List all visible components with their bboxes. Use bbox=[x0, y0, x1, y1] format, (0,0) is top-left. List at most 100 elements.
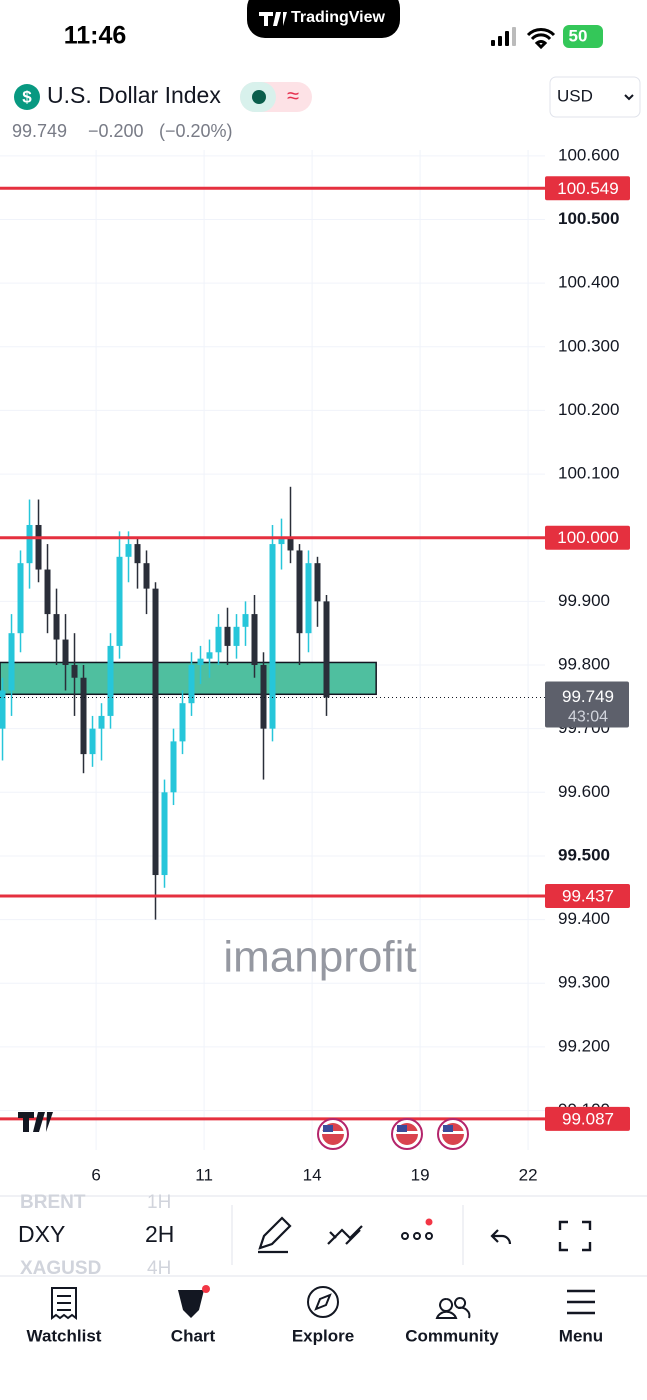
watchlist-icon[interactable] bbox=[51, 1287, 77, 1320]
level-label-bg bbox=[545, 884, 630, 909]
candle-body bbox=[44, 569, 51, 615]
currency-select[interactable] bbox=[549, 76, 641, 118]
nav-label[interactable]: Watchlist bbox=[27, 1326, 102, 1345]
header-price: 99.749 bbox=[12, 121, 67, 141]
delay-icon: ≈ bbox=[287, 83, 299, 108]
fullscreen-button[interactable] bbox=[558, 1220, 592, 1252]
candle-body bbox=[260, 665, 267, 729]
explore-icon[interactable] bbox=[307, 1286, 339, 1318]
level-label-bg bbox=[545, 1106, 630, 1131]
header-change: −0.200 bbox=[88, 121, 144, 141]
candle-body bbox=[53, 614, 60, 640]
candle-body bbox=[188, 665, 195, 704]
event-flag[interactable] bbox=[317, 1118, 349, 1150]
y-tick-label: 99.500 bbox=[558, 845, 610, 864]
candle-body bbox=[269, 544, 276, 729]
level-label-bg bbox=[545, 525, 630, 550]
x-tick-label: 14 bbox=[303, 1165, 322, 1184]
y-tick-label: 99.300 bbox=[558, 973, 610, 992]
candle-body bbox=[170, 741, 177, 793]
header-change-pct: (−0.20%) bbox=[159, 121, 233, 141]
candle-body bbox=[62, 639, 69, 666]
symbol-name: U.S. Dollar Index bbox=[47, 82, 221, 108]
status-time: 11:46 bbox=[64, 22, 127, 50]
flag-stripe bbox=[442, 1131, 464, 1134]
candle-body bbox=[278, 537, 285, 545]
y-tick-label: 100.500 bbox=[558, 209, 619, 228]
more-button[interactable] bbox=[401, 1232, 433, 1240]
community-icon[interactable] bbox=[435, 1297, 471, 1319]
prev-symbol: BRENT bbox=[20, 1192, 86, 1213]
indicator-button[interactable] bbox=[327, 1225, 363, 1245]
candle-body bbox=[80, 677, 87, 755]
candle-body bbox=[206, 652, 213, 659]
event-flag[interactable] bbox=[391, 1118, 423, 1150]
nav-label[interactable]: Community bbox=[405, 1326, 499, 1345]
candle-body bbox=[233, 626, 240, 646]
dynamic-island bbox=[247, 0, 400, 38]
y-tick-label: 100.100 bbox=[558, 464, 619, 483]
prev-interval: 1H bbox=[147, 1192, 171, 1213]
event-flag[interactable] bbox=[437, 1118, 469, 1150]
candle-body bbox=[197, 658, 204, 666]
draw-button[interactable] bbox=[258, 1216, 292, 1254]
candle-body bbox=[179, 703, 186, 742]
badge bbox=[425, 1218, 433, 1226]
watermark: imanprofit bbox=[223, 933, 416, 982]
y-tick-label: 99.400 bbox=[558, 909, 610, 928]
y-tick-label: 99.900 bbox=[558, 591, 610, 610]
level-label: 100.000 bbox=[557, 528, 618, 547]
x-tick-label: 6 bbox=[91, 1165, 100, 1184]
dollar-sign: $ bbox=[22, 87, 32, 106]
chart-icon[interactable] bbox=[178, 1290, 204, 1318]
nav-label[interactable]: Menu bbox=[559, 1326, 603, 1345]
candle-body bbox=[305, 563, 312, 634]
menu-icon[interactable] bbox=[567, 1289, 595, 1315]
currency: USD bbox=[557, 86, 593, 105]
candle-body bbox=[242, 614, 249, 627]
candle-body bbox=[35, 524, 42, 570]
last-price-bg bbox=[545, 681, 629, 728]
countdown: 43:04 bbox=[568, 709, 608, 726]
candle-body bbox=[17, 563, 24, 634]
interval[interactable]: 2H bbox=[145, 1221, 174, 1247]
candle-body bbox=[0, 690, 6, 729]
battery bbox=[563, 25, 603, 48]
y-tick-label: 100.200 bbox=[558, 400, 619, 419]
candle-body bbox=[89, 728, 96, 755]
candle-body bbox=[71, 665, 78, 678]
y-tick-label: 99.600 bbox=[558, 782, 610, 801]
candle-body bbox=[26, 524, 33, 564]
candle-body bbox=[224, 626, 231, 646]
candle-body bbox=[98, 715, 105, 729]
flag-canton bbox=[323, 1125, 333, 1132]
tv-logo bbox=[18, 1112, 53, 1132]
flag-canton bbox=[397, 1125, 407, 1132]
nav-label[interactable]: Chart bbox=[171, 1326, 216, 1345]
badge bbox=[202, 1285, 210, 1293]
candle-body bbox=[152, 588, 159, 876]
x-tick-label: 19 bbox=[411, 1165, 430, 1184]
market-dot bbox=[252, 90, 266, 104]
signal bbox=[491, 27, 516, 46]
candle-body bbox=[296, 550, 303, 634]
candle-body bbox=[215, 626, 222, 653]
nav-label[interactable]: Explore bbox=[292, 1326, 354, 1345]
app-name: TradingView bbox=[291, 9, 386, 26]
candle-body bbox=[107, 645, 114, 716]
symbol[interactable]: DXY bbox=[18, 1221, 65, 1247]
compass bbox=[314, 1293, 332, 1311]
candle-body bbox=[8, 633, 15, 691]
candle-body bbox=[161, 792, 168, 876]
next-interval: 4H bbox=[147, 1258, 171, 1279]
y-tick-label: 99.800 bbox=[558, 654, 610, 673]
flag-canton bbox=[443, 1125, 453, 1132]
flag-stripe bbox=[322, 1131, 344, 1134]
y-tick-label: 100.300 bbox=[558, 336, 619, 355]
candle-body bbox=[116, 556, 123, 646]
next-symbol: XAGUSD bbox=[20, 1258, 101, 1279]
undo-button[interactable] bbox=[490, 1229, 512, 1245]
x-tick-label: 11 bbox=[195, 1165, 213, 1184]
